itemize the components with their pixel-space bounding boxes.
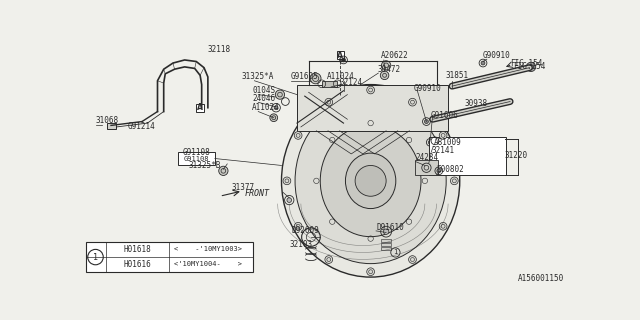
Text: 30472: 30472 — [378, 65, 401, 74]
Ellipse shape — [346, 153, 396, 209]
Circle shape — [451, 177, 458, 185]
Bar — [178, 152, 215, 165]
Circle shape — [380, 71, 389, 80]
Circle shape — [275, 90, 285, 99]
Text: 1: 1 — [394, 250, 397, 255]
Text: A: A — [337, 51, 343, 60]
Circle shape — [381, 61, 391, 70]
Bar — [322, 81, 337, 87]
Text: A: A — [197, 103, 203, 112]
Bar — [196, 104, 204, 112]
Text: A81009: A81009 — [433, 138, 461, 147]
Circle shape — [424, 120, 428, 124]
Text: FIG.154: FIG.154 — [510, 59, 543, 68]
Text: 32103: 32103 — [289, 240, 312, 249]
Text: 31220: 31220 — [505, 151, 528, 160]
Circle shape — [383, 229, 389, 234]
Text: 31068: 31068 — [95, 116, 118, 125]
Bar — [86, 243, 253, 272]
Text: 31325*B: 31325*B — [189, 161, 221, 170]
Text: 1: 1 — [93, 252, 98, 261]
Text: 0104S: 0104S — [252, 86, 275, 95]
Bar — [381, 239, 391, 243]
Text: 31325*A: 31325*A — [241, 72, 273, 81]
Circle shape — [283, 177, 291, 185]
Bar — [381, 243, 391, 246]
Text: G91108: G91108 — [183, 148, 211, 157]
Text: A20622: A20622 — [381, 51, 408, 60]
Text: 32124: 32124 — [340, 78, 363, 87]
Circle shape — [270, 114, 278, 122]
Ellipse shape — [295, 98, 446, 264]
Ellipse shape — [320, 125, 421, 237]
Circle shape — [439, 132, 447, 139]
Bar — [381, 247, 391, 250]
Text: G90910: G90910 — [483, 51, 511, 60]
Text: G90910: G90910 — [413, 84, 441, 93]
Bar — [429, 137, 506, 175]
Circle shape — [294, 132, 302, 139]
Circle shape — [367, 268, 374, 276]
Circle shape — [325, 256, 333, 263]
Circle shape — [274, 106, 278, 110]
Circle shape — [287, 198, 292, 203]
Text: D92609: D92609 — [292, 227, 319, 236]
Text: 31377: 31377 — [231, 182, 254, 191]
Circle shape — [294, 222, 302, 230]
Circle shape — [437, 169, 441, 173]
Circle shape — [342, 58, 346, 62]
Text: 32141: 32141 — [431, 146, 454, 155]
Circle shape — [325, 98, 333, 106]
Circle shape — [367, 86, 374, 94]
Bar — [337, 52, 344, 59]
Text: 24234: 24234 — [415, 153, 438, 162]
Bar — [297, 84, 448, 131]
Text: A11024: A11024 — [327, 72, 355, 81]
Text: D91610: D91610 — [376, 222, 404, 232]
Text: H01616: H01616 — [124, 260, 151, 268]
Circle shape — [310, 73, 321, 84]
Text: 31851: 31851 — [446, 71, 469, 80]
Circle shape — [428, 140, 432, 144]
Circle shape — [219, 166, 228, 175]
Text: FIG.154: FIG.154 — [513, 62, 545, 71]
Bar — [107, 123, 116, 129]
Text: G91108: G91108 — [184, 156, 209, 162]
Text: <'10MY1004-    >: <'10MY1004- > — [174, 261, 242, 267]
Bar — [415, 160, 438, 175]
Circle shape — [355, 165, 386, 196]
Text: A11024: A11024 — [252, 103, 280, 112]
Text: A156001150: A156001150 — [518, 274, 564, 283]
Circle shape — [408, 256, 417, 263]
Text: 32118: 32118 — [208, 45, 231, 54]
Text: G91606: G91606 — [431, 111, 459, 120]
Text: H01618: H01618 — [124, 245, 151, 254]
Text: FRONT: FRONT — [245, 189, 270, 198]
Text: G91214: G91214 — [128, 123, 156, 132]
Text: 30938: 30938 — [465, 99, 488, 108]
Circle shape — [439, 222, 447, 230]
Circle shape — [408, 98, 417, 106]
Text: 24046: 24046 — [252, 94, 275, 103]
Text: E00802: E00802 — [436, 165, 464, 174]
Circle shape — [481, 61, 485, 65]
Text: G91605: G91605 — [291, 72, 319, 81]
Text: <    -'10MY1003>: < -'10MY1003> — [174, 246, 242, 252]
Circle shape — [526, 62, 536, 71]
Ellipse shape — [282, 84, 460, 277]
